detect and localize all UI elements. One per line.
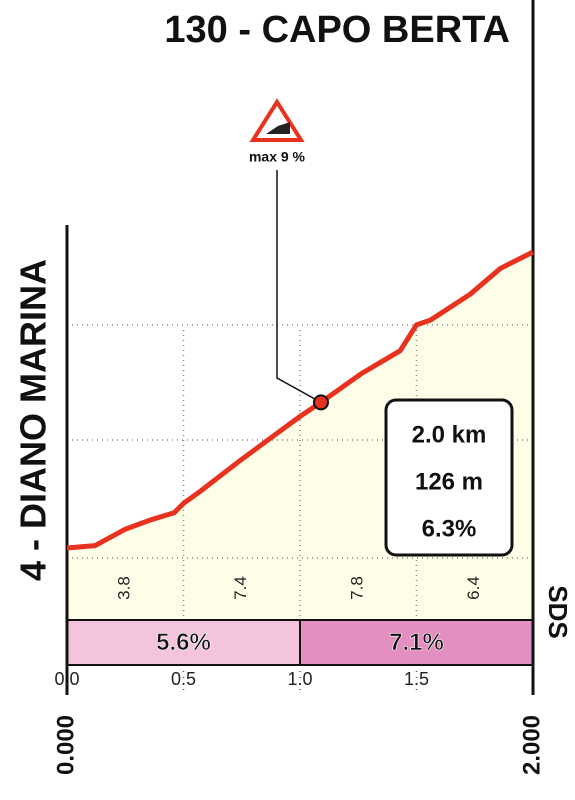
warning-sign <box>249 98 305 142</box>
x-tick-label: 1.0 <box>287 669 312 689</box>
segment-gradient: 7.4 <box>231 576 250 600</box>
stats-box <box>384 398 514 557</box>
warning-icon <box>266 122 290 134</box>
stat: 2.0 km <box>412 421 487 448</box>
max-gradient-marker <box>312 394 329 411</box>
x-tick-label: 1.5 <box>404 669 429 689</box>
segment-gradient: 7.8 <box>348 576 367 600</box>
distance-label: 2.000 <box>518 715 545 775</box>
warning-triangle <box>249 98 305 142</box>
x-tick-label: 0.5 <box>171 669 196 689</box>
chart-title: 130 - CAPO BERTA <box>164 9 510 51</box>
x-tick-label: 0.0 <box>54 669 79 689</box>
stat: 126 m <box>415 468 483 495</box>
km-segment <box>299 619 534 666</box>
km-segment-label: 7.1% <box>389 629 444 656</box>
start-label: 4 - DIANO MARINA <box>13 259 54 581</box>
distance-label: 0.000 <box>52 715 79 775</box>
km-segment-label: 5.6% <box>156 629 211 656</box>
logo: SDS <box>543 585 573 638</box>
max-gradient-label: max 9 % <box>249 149 306 165</box>
max-gradient-leader <box>276 170 322 404</box>
segment-gradient: 3.8 <box>115 576 134 600</box>
stat: 6.3% <box>422 515 477 542</box>
profile-line <box>66 249 535 551</box>
segment-gradient: 6.4 <box>464 576 483 600</box>
